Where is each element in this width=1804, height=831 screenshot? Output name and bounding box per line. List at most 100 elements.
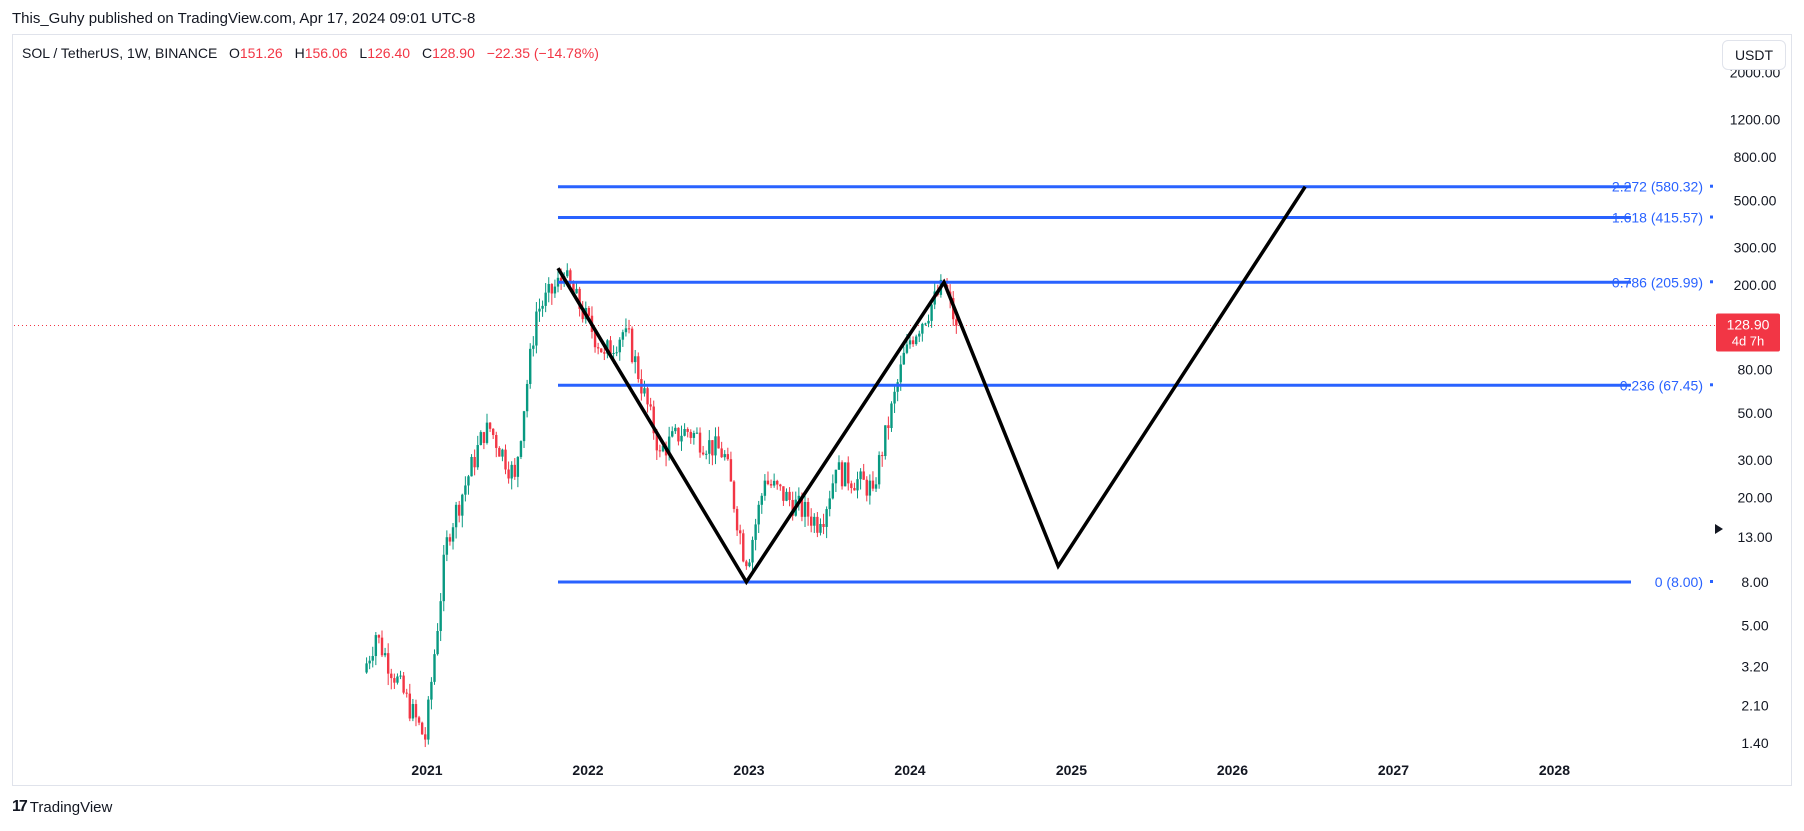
candle-body: [819, 523, 822, 533]
candle-body: [748, 562, 751, 567]
fib-level-label: 0.786 (205.99): [1612, 274, 1703, 290]
candle-body: [695, 432, 699, 434]
candle-body: [677, 427, 680, 442]
candle-body: [720, 448, 723, 458]
candle-body: [420, 722, 424, 735]
candle-body: [803, 502, 807, 517]
candle-body: [809, 516, 813, 526]
candle-body: [828, 498, 831, 510]
candle-body: [470, 456, 473, 477]
candle-body: [843, 462, 847, 487]
candle-body: [482, 432, 486, 443]
high-value: 156.06: [304, 45, 348, 61]
candle-body: [877, 455, 881, 485]
candle-body: [955, 319, 958, 326]
candle-body: [772, 480, 776, 486]
fib-level-marker: [1710, 280, 1713, 284]
candle-body: [541, 305, 544, 309]
candle-body: [862, 471, 865, 480]
candle-body: [439, 601, 442, 632]
candle-body: [711, 440, 714, 456]
candle-body: [488, 422, 492, 429]
candle-body: [522, 411, 526, 442]
fib-level-label: 1.618 (415.57): [1612, 210, 1703, 226]
candle-body: [667, 436, 671, 456]
candle-body: [510, 464, 513, 479]
candle-body: [448, 537, 452, 542]
candle-body: [884, 425, 887, 457]
candle-body: [380, 637, 384, 656]
candle-body: [538, 308, 541, 312]
scroll-to-realtime-icon[interactable]: [1715, 524, 1723, 534]
symbol-label: SOL / TetherUS, 1W, BINANCE: [22, 45, 218, 61]
candle-body: [661, 445, 665, 452]
candle-body: [507, 469, 510, 479]
candle-body: [504, 449, 507, 470]
candle-body: [908, 340, 912, 345]
candle-body: [757, 504, 760, 525]
candle-body: [467, 476, 470, 486]
y-tick-label: 1200.00: [1730, 112, 1781, 128]
candle-body: [791, 499, 794, 516]
x-tick-label: 2025: [1056, 762, 1087, 778]
fib-level-marker: [1710, 383, 1713, 387]
candle-body: [723, 454, 726, 458]
candle-body: [671, 431, 674, 437]
open-key: O: [228, 45, 240, 61]
close-key: C: [421, 45, 433, 61]
candle-body: [788, 491, 791, 500]
projection-path[interactable]: [556, 185, 1307, 586]
low-value: 126.40: [367, 45, 411, 61]
candle-body: [396, 676, 399, 683]
candle-body: [701, 452, 705, 455]
candle-body: [365, 663, 368, 673]
candle-body: [532, 345, 535, 349]
candle-body: [402, 675, 405, 693]
candle-body: [587, 307, 591, 316]
candle-body: [553, 286, 557, 294]
candle-body: [485, 422, 489, 443]
candle-body: [411, 704, 415, 719]
candle-body: [414, 704, 418, 718]
y-tick-label: 8.00: [1741, 574, 1768, 590]
candle-body: [417, 717, 421, 723]
y-tick-label: 800.00: [1734, 149, 1777, 165]
currency-button[interactable]: USDT: [1722, 40, 1786, 70]
candle-body: [442, 554, 445, 602]
candle-body: [559, 277, 563, 282]
candle-body: [686, 428, 689, 432]
candle-body: [513, 464, 516, 477]
candle-body: [921, 323, 924, 334]
candle-body: [930, 304, 933, 321]
candle-body: [495, 434, 498, 448]
candle-body: [714, 436, 717, 456]
candle-body: [606, 340, 609, 354]
candle-body: [633, 356, 637, 363]
candle-body: [596, 347, 600, 349]
fib-levels: 2.272 (580.32) 1.618 (415.57) 0.786 (205.9…: [558, 179, 1713, 590]
candle-body: [732, 481, 736, 509]
tradingview-footer[interactable]: 17 TradingView: [12, 798, 112, 816]
candle-body: [405, 692, 408, 694]
x-tick-label: 2023: [733, 762, 764, 778]
candle-body: [924, 323, 927, 325]
candle-body: [887, 425, 890, 429]
fib-level-label: 2.272 (580.32): [1612, 179, 1703, 195]
y-tick-label: 1.40: [1741, 735, 1768, 751]
candle-body: [874, 484, 878, 489]
last-price-value: 128.90: [1727, 317, 1770, 333]
candle-body: [547, 283, 550, 293]
candle-body: [911, 340, 915, 345]
candle-body: [433, 654, 436, 682]
candles-layer: [365, 263, 958, 748]
y-tick-label: 3.20: [1741, 659, 1768, 675]
chart-frame: [12, 34, 1792, 786]
candle-body: [655, 433, 659, 451]
candle-body: [840, 462, 844, 487]
candle-body: [621, 332, 625, 340]
candle-body: [776, 480, 779, 485]
close-value: 128.90: [432, 45, 475, 61]
high-key: H: [294, 45, 305, 61]
candle-body: [831, 483, 835, 499]
